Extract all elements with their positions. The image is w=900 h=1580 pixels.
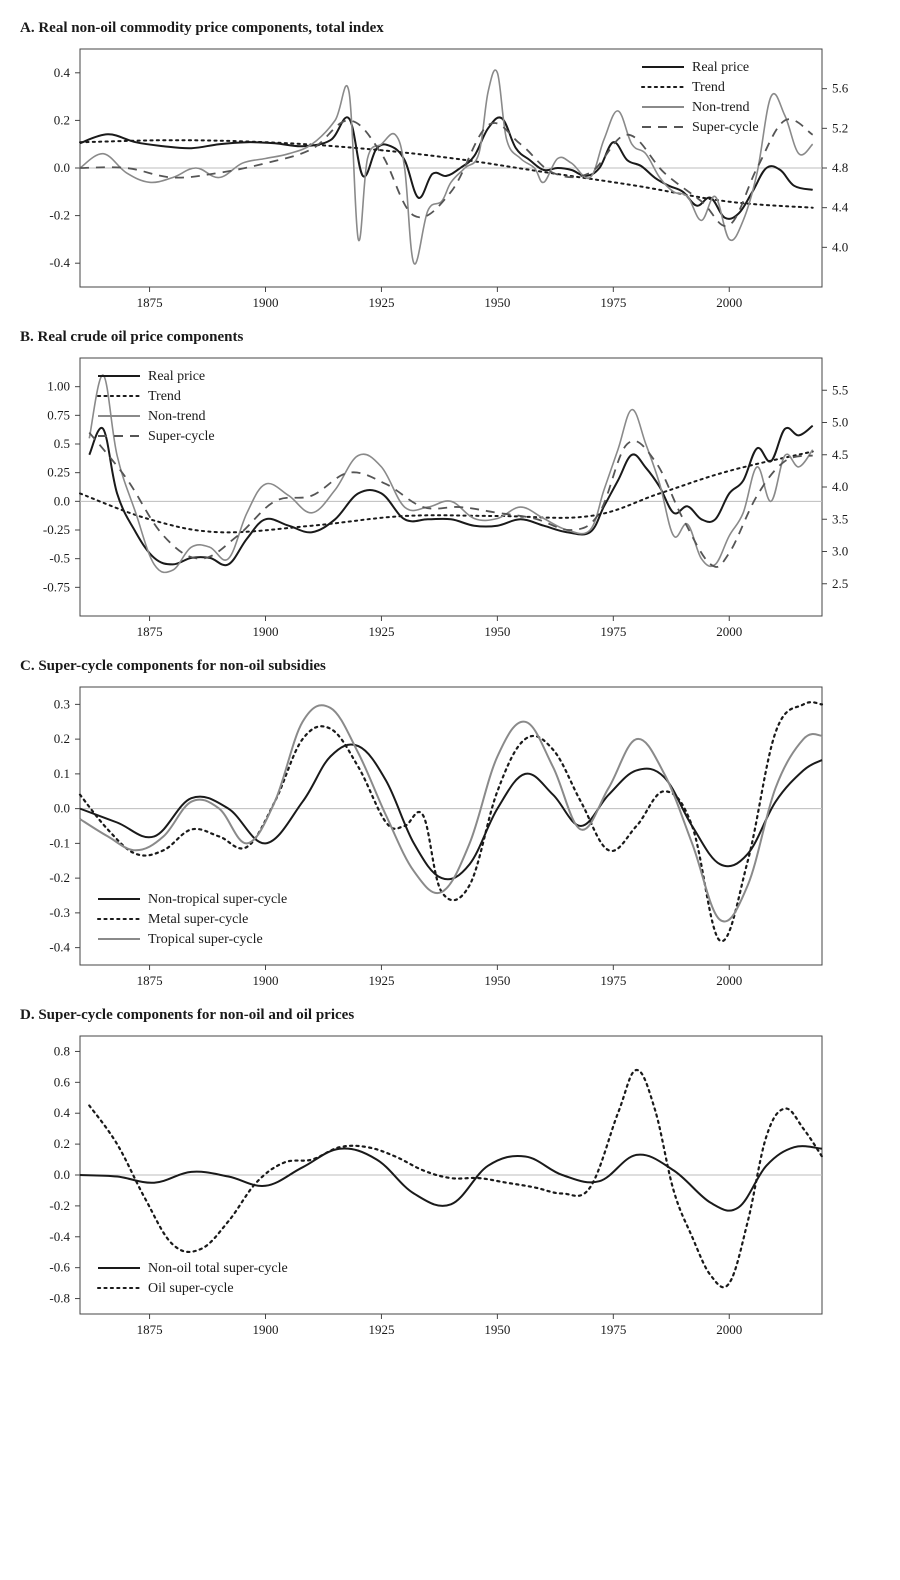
- svg-text:0.1: 0.1: [54, 766, 70, 781]
- svg-text:0.2: 0.2: [54, 1136, 70, 1151]
- svg-text:1900: 1900: [253, 973, 279, 988]
- svg-text:Oil super-cycle: Oil super-cycle: [148, 1281, 234, 1296]
- svg-text:1925: 1925: [368, 624, 394, 639]
- svg-text:1875: 1875: [137, 295, 163, 310]
- svg-text:5.6: 5.6: [832, 81, 849, 96]
- svg-text:-0.2: -0.2: [49, 870, 70, 885]
- svg-text:5.0: 5.0: [832, 415, 848, 430]
- svg-text:1925: 1925: [368, 973, 394, 988]
- svg-text:1900: 1900: [253, 624, 279, 639]
- svg-text:1.00: 1.00: [47, 379, 70, 394]
- panel-b-title: B. Real crude oil price components: [20, 329, 882, 346]
- panel-c: C. Super-cycle components for non-oil su…: [18, 658, 882, 999]
- svg-text:1875: 1875: [137, 624, 163, 639]
- svg-text:1950: 1950: [484, 624, 510, 639]
- panel-c-title: C. Super-cycle components for non-oil su…: [20, 658, 882, 675]
- svg-text:4.8: 4.8: [832, 160, 848, 175]
- svg-text:3.0: 3.0: [832, 544, 848, 559]
- svg-text:-0.4: -0.4: [49, 255, 70, 270]
- svg-text:1950: 1950: [484, 973, 510, 988]
- svg-text:-0.2: -0.2: [49, 1198, 70, 1213]
- svg-text:4.5: 4.5: [832, 447, 848, 462]
- svg-text:0.3: 0.3: [54, 696, 70, 711]
- svg-text:2000: 2000: [716, 295, 742, 310]
- svg-text:Trend: Trend: [692, 80, 725, 95]
- svg-text:1925: 1925: [368, 1322, 394, 1337]
- svg-text:Super-cycle: Super-cycle: [692, 120, 759, 135]
- panel-a-chart: 1875 1900 1925 1950 1975 2000 -0.4 -0.2 0.0 0.2 0.…: [18, 41, 878, 321]
- svg-text:0.0: 0.0: [54, 493, 70, 508]
- svg-text:Non-trend: Non-trend: [692, 100, 750, 115]
- panel-a: A. Real non-oil commodity price componen…: [18, 20, 882, 321]
- svg-text:1925: 1925: [368, 295, 394, 310]
- svg-text:0.2: 0.2: [54, 731, 70, 746]
- svg-text:4.0: 4.0: [832, 239, 848, 254]
- svg-text:1900: 1900: [253, 1322, 279, 1337]
- svg-text:2.5: 2.5: [832, 576, 848, 591]
- svg-text:0.2: 0.2: [54, 112, 70, 127]
- svg-text:1875: 1875: [137, 973, 163, 988]
- svg-text:2000: 2000: [716, 1322, 742, 1337]
- svg-text:Non-oil total super-cycle: Non-oil total super-cycle: [148, 1261, 288, 1276]
- svg-text:0.5: 0.5: [54, 436, 70, 451]
- svg-text:1900: 1900: [253, 295, 279, 310]
- svg-text:0.4: 0.4: [54, 1105, 71, 1120]
- svg-text:0.0: 0.0: [54, 1167, 70, 1182]
- svg-text:-0.4: -0.4: [49, 1229, 70, 1244]
- svg-text:-0.3: -0.3: [49, 905, 70, 920]
- svg-text:Non-trend: Non-trend: [148, 409, 206, 424]
- svg-text:Trend: Trend: [148, 389, 181, 404]
- svg-text:-0.8: -0.8: [49, 1291, 70, 1306]
- svg-text:-0.2: -0.2: [49, 208, 70, 223]
- svg-text:0.8: 0.8: [54, 1043, 70, 1058]
- panel-d: D. Super-cycle components for non-oil an…: [18, 1007, 882, 1348]
- svg-text:1950: 1950: [484, 1322, 510, 1337]
- panel-b: B. Real crude oil price components 18751…: [18, 329, 882, 650]
- svg-text:1975: 1975: [600, 624, 626, 639]
- svg-text:0.4: 0.4: [54, 65, 71, 80]
- svg-text:-0.6: -0.6: [49, 1260, 70, 1275]
- svg-text:1950: 1950: [484, 295, 510, 310]
- svg-text:3.5: 3.5: [832, 511, 848, 526]
- svg-text:2000: 2000: [716, 973, 742, 988]
- svg-text:Non-tropical super-cycle: Non-tropical super-cycle: [148, 892, 287, 907]
- panel-d-title: D. Super-cycle components for non-oil an…: [20, 1007, 882, 1024]
- svg-text:-0.1: -0.1: [49, 835, 70, 850]
- svg-text:-0.75: -0.75: [43, 579, 70, 594]
- svg-text:-0.5: -0.5: [49, 551, 70, 566]
- svg-text:Metal super-cycle: Metal super-cycle: [148, 912, 248, 927]
- panel-c-chart: 1875 1900 1925 1950 1975 2000 -0.4 -0.3 -0.2 -0.1…: [18, 679, 878, 999]
- svg-text:1975: 1975: [600, 973, 626, 988]
- figure-page: { "xaxis": { "min": 1860, "max": 2020, "…: [0, 0, 900, 1372]
- svg-text:0.0: 0.0: [54, 160, 70, 175]
- svg-text:5.2: 5.2: [832, 120, 848, 135]
- svg-text:1975: 1975: [600, 295, 626, 310]
- svg-text:0.6: 0.6: [54, 1074, 71, 1089]
- svg-text:0.0: 0.0: [54, 801, 70, 816]
- svg-text:-0.25: -0.25: [43, 522, 70, 537]
- svg-text:4.4: 4.4: [832, 200, 849, 215]
- svg-text:Super-cycle: Super-cycle: [148, 429, 215, 444]
- svg-text:0.75: 0.75: [47, 407, 70, 422]
- svg-text:Tropical super-cycle: Tropical super-cycle: [148, 932, 263, 947]
- panel-d-chart: 1875 1900 1925 1950 1975 2000 -0.8 -0.6 -0.4 -0.2…: [18, 1028, 878, 1348]
- svg-text:-0.4: -0.4: [49, 940, 70, 955]
- panel-a-title: A. Real non-oil commodity price componen…: [20, 20, 882, 37]
- svg-text:Real price: Real price: [692, 60, 749, 75]
- svg-text:4.0: 4.0: [832, 479, 848, 494]
- svg-text:1875: 1875: [137, 1322, 163, 1337]
- svg-text:1975: 1975: [600, 1322, 626, 1337]
- svg-text:2000: 2000: [716, 624, 742, 639]
- svg-text:5.5: 5.5: [832, 382, 848, 397]
- svg-text:0.25: 0.25: [47, 465, 70, 480]
- svg-text:Real price: Real price: [148, 369, 205, 384]
- panel-b-chart: 1875 1900 1925 1950 1975 2000 -0.75 -0.5 -0.25 0.…: [18, 350, 878, 650]
